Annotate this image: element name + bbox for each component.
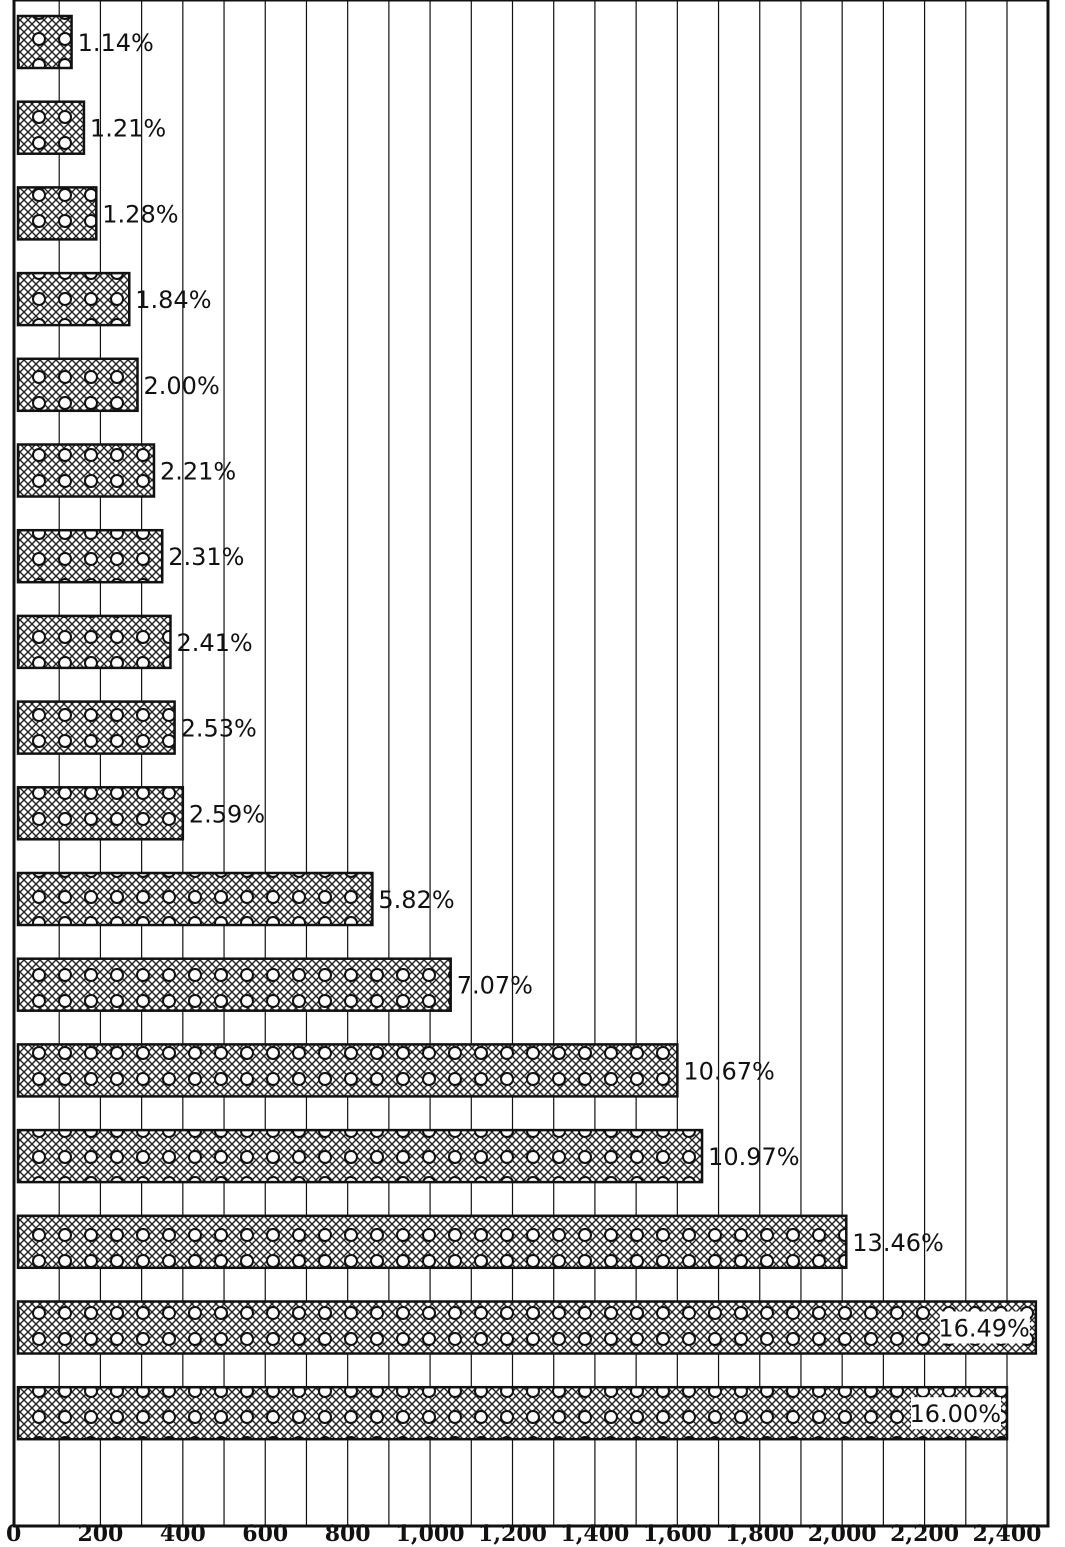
plot-frame	[12, 0, 1050, 1528]
bar-outline	[16, 100, 86, 155]
bar-data-label: 1.14%	[78, 29, 154, 57]
bar	[16, 14, 73, 70]
bar	[16, 357, 139, 413]
x-tick-label: 2,200	[890, 1521, 959, 1547]
bar-data-label: 7.07%	[457, 972, 533, 1000]
bar	[16, 100, 86, 155]
bar	[16, 528, 164, 584]
bar	[16, 871, 374, 927]
bar-outline	[16, 14, 73, 70]
x-tick-label: 800	[325, 1521, 371, 1547]
bar	[16, 786, 185, 841]
bar	[16, 1043, 679, 1098]
bar	[16, 1214, 848, 1270]
bars	[16, 14, 1038, 1441]
bar-data-label: 1.28%	[102, 200, 178, 228]
data-labels: 1.14% 1.21% 1.28% 1.84% 2.00% 2.21% 2.31% 2.41%…	[78, 29, 1030, 1430]
bar	[16, 443, 156, 498]
bar-outline	[16, 1300, 1038, 1355]
bar-outline	[16, 357, 139, 413]
bar-outline	[16, 443, 156, 498]
bar-outline	[16, 786, 185, 841]
x-tick-label: 200	[77, 1521, 123, 1547]
x-tick-label: 0	[6, 1521, 21, 1547]
bar-data-label: 2.59%	[189, 800, 265, 828]
bar-outline	[16, 1214, 848, 1270]
x-axis-ticks: 0 200 400 600 800 1,000 1,200 1,400 1,600 1,800 2,…	[6, 1521, 1041, 1547]
x-tick-label: 1,000	[396, 1521, 465, 1547]
bar-data-label: 2.31%	[168, 543, 244, 571]
x-tick-label: 1,200	[478, 1521, 547, 1547]
bar	[16, 614, 172, 670]
grid	[58, 0, 1008, 1526]
bar-data-label: 1.21%	[90, 115, 166, 143]
bar-data-label: 13.46%	[852, 1229, 944, 1257]
bar-outline	[16, 1128, 704, 1184]
x-tick-label: 2,000	[808, 1521, 877, 1547]
bar-outline	[16, 957, 452, 1012]
bar-data-label: 2.21%	[160, 458, 236, 486]
x-tick-label: 1,400	[560, 1521, 629, 1547]
bar-label-backing	[939, 1311, 1030, 1344]
x-tick-label: 1,800	[725, 1521, 794, 1547]
x-tick-label: 600	[242, 1521, 288, 1547]
bar-outline	[16, 1385, 1009, 1441]
bar-data-label: 16.49%	[938, 1315, 1030, 1343]
bar-outline	[16, 186, 98, 241]
bar-data-label: 2.53%	[181, 715, 257, 743]
bar-outline	[16, 1043, 679, 1098]
x-tick-label: 2,400	[973, 1521, 1042, 1547]
bar-outline	[16, 700, 176, 755]
bar-outline	[16, 271, 131, 327]
bar-data-label: 16.00%	[909, 1400, 1001, 1428]
bar	[16, 186, 98, 241]
bar-data-label: 5.82%	[378, 886, 454, 914]
x-tick-label: 400	[160, 1521, 206, 1547]
bar-data-label: 2.00%	[144, 372, 220, 400]
bar	[16, 1128, 704, 1184]
bar	[16, 271, 131, 327]
bar-data-label: 2.41%	[176, 629, 252, 657]
bar-data-label: 10.97%	[708, 1143, 800, 1171]
bar-data-label: 10.67%	[683, 1057, 775, 1085]
bar-outline	[16, 871, 374, 927]
bar-data-label: 1.84%	[135, 286, 211, 314]
bar	[16, 1385, 1009, 1441]
bar-outline	[16, 614, 172, 670]
bar-label-backing	[911, 1397, 1001, 1430]
x-tick-label: 1,600	[643, 1521, 712, 1547]
bar	[16, 1300, 1038, 1355]
bar	[16, 700, 176, 755]
bar-outline	[16, 528, 164, 584]
bar	[16, 957, 452, 1012]
